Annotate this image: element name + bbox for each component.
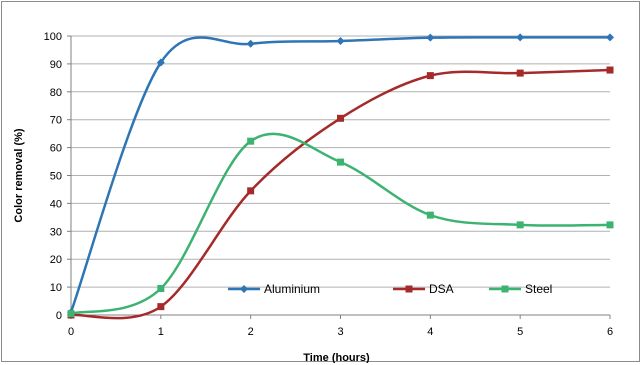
series-aluminium <box>67 33 614 317</box>
y-tick-label: 0 <box>56 310 62 322</box>
x-tick-label: 1 <box>158 326 164 338</box>
data-point-dsa <box>426 72 434 80</box>
y-tick-label: 30 <box>50 226 62 238</box>
axes <box>70 36 610 316</box>
data-point-steel <box>606 221 614 229</box>
x-axis-title: Time (hours) <box>303 352 370 363</box>
y-tick-label: 50 <box>50 171 62 183</box>
x-tick-label: 0 <box>68 326 74 338</box>
y-tick-label: 60 <box>50 143 62 155</box>
y-tick-label: 90 <box>50 59 62 71</box>
data-point-steel <box>247 137 255 145</box>
y-tick-label: 80 <box>50 87 62 99</box>
y-tick-labels: 0 10 20 30 40 50 60 70 80 90 100 <box>44 31 62 322</box>
data-point-dsa <box>337 114 344 122</box>
data-point-dsa <box>516 69 524 77</box>
legend-marker-aluminium <box>240 285 248 293</box>
data-point-steel <box>157 284 165 292</box>
x-tick-label: 3 <box>337 326 343 338</box>
y-axis-title: Color removal (%) <box>13 128 25 222</box>
legend-label-dsa: DSA <box>429 282 454 296</box>
data-point-steel <box>337 158 344 166</box>
series-line-dsa <box>70 68 611 320</box>
series-steel <box>67 132 614 318</box>
gridlines <box>67 35 611 319</box>
x-tick-label: 2 <box>248 326 254 338</box>
x-tick-label: 5 <box>517 326 523 338</box>
data-point-aluminium <box>336 37 345 46</box>
data-point-aluminium <box>156 58 165 67</box>
data-point-steel <box>426 211 434 219</box>
data-point-aluminium <box>246 39 255 48</box>
data-point-dsa <box>247 187 255 195</box>
data-point-aluminium <box>606 33 614 42</box>
y-tick-label: 70 <box>50 115 62 127</box>
legend-label-steel: Steel <box>525 282 552 296</box>
legend-marker-steel <box>501 285 509 293</box>
data-point-dsa <box>157 303 165 311</box>
x-tick-label: 4 <box>427 326 433 338</box>
legend-marker-dsa <box>405 285 413 293</box>
data-point-steel <box>516 221 524 229</box>
data-point-dsa <box>606 66 614 74</box>
y-tick-label: 100 <box>44 31 62 43</box>
y-tick-label: 40 <box>50 198 62 210</box>
legend-label-aluminium: Aluminium <box>264 282 320 296</box>
data-point-steel <box>67 310 75 318</box>
x-tick-labels: 0 1 2 3 4 5 6 <box>68 326 613 338</box>
data-point-aluminium <box>426 33 435 42</box>
series-dsa <box>67 66 614 320</box>
series <box>67 33 614 320</box>
data-point-aluminium <box>516 33 525 42</box>
series-line-aluminium <box>69 36 611 313</box>
legend: Aluminium DSA Steel <box>228 282 552 296</box>
y-tick-label: 10 <box>50 282 62 294</box>
y-tick-label: 20 <box>50 254 62 266</box>
x-tick-label: 6 <box>607 326 613 338</box>
